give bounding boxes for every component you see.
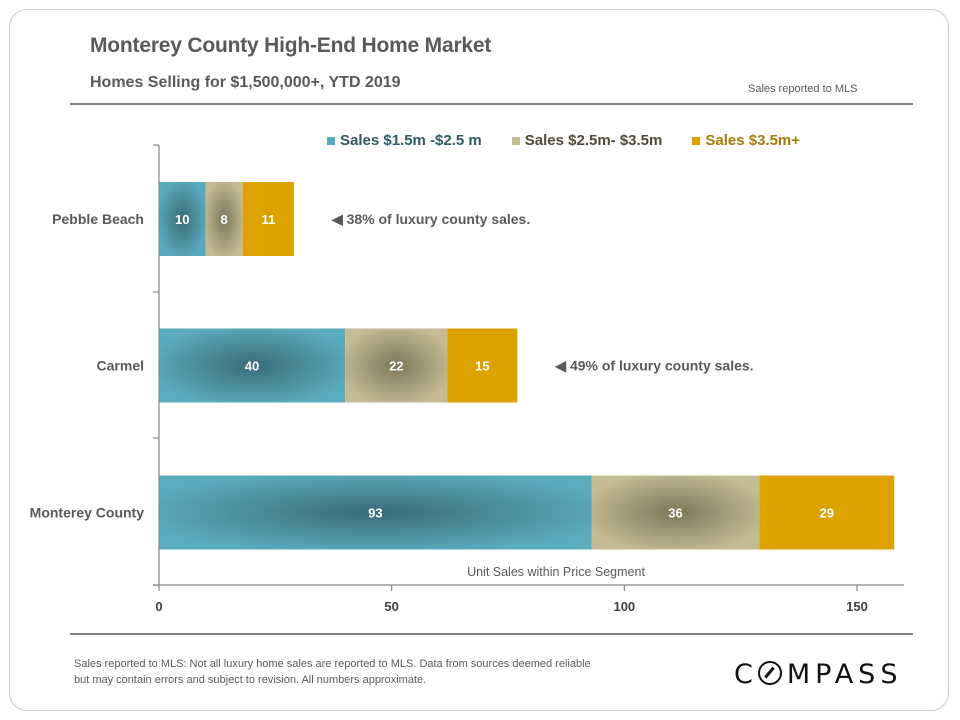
data-label-monterey-county-tier1: 93 [368, 506, 382, 521]
x-tick-label-0: 0 [155, 599, 162, 614]
legend-item-tier3: Sales $3.5m+ [692, 132, 800, 149]
chart-title: Monterey County High-End Home Market [90, 34, 492, 57]
annotation-pebble-beach: ◀ 38% of luxury county sales. [331, 211, 530, 227]
bar-monterey-county-tier2 [591, 475, 760, 550]
data-label-pebble-beach-tier3: 11 [261, 212, 275, 227]
category-label-pebble-beach: Pebble Beach [52, 211, 144, 227]
bar-pebble-beach-tier2 [205, 182, 243, 256]
annotation-carmel: ◀ 49% of luxury county sales. [554, 358, 753, 374]
bar-carmel-tier1 [159, 328, 346, 403]
bar-pebble-beach-tier1 [159, 182, 206, 256]
logo-letter-c: C [734, 659, 758, 690]
x-tick-label-150: 150 [846, 599, 868, 614]
footnote: Sales reported to MLS: Not all luxury ho… [74, 658, 591, 686]
bar-carmel-tier3 [447, 328, 518, 403]
bar-monterey-county-tier3 [759, 475, 895, 550]
header-divider [70, 103, 913, 105]
category-label-carmel: Carmel [97, 358, 144, 374]
legend-swatch-tier1 [327, 136, 335, 145]
x-tick-label-50: 50 [384, 599, 398, 614]
x-axis-label: Unit Sales within Price Segment [467, 565, 645, 579]
chart-subtitle: Homes Selling for $1,500,000+, YTD 2019 [90, 74, 401, 91]
bars-group [159, 182, 895, 550]
legend-item-tier2: Sales $2.5m- $3.5m [511, 132, 663, 149]
bar-pebble-beach-tier3 [242, 182, 294, 256]
data-label-monterey-county-tier3: 29 [820, 506, 834, 521]
axes-group [153, 144, 904, 591]
data-label-monterey-county-tier2: 36 [668, 506, 682, 521]
logo-letters-rest: MPASS [786, 659, 903, 690]
legend-swatch-tier3 [692, 136, 701, 145]
data-label-carmel-tier1: 40 [245, 359, 259, 374]
data-label-pebble-beach-tier2: 8 [221, 212, 228, 227]
source-note: Sales reported to MLS [748, 83, 858, 95]
labels-group: 10 8 11 Pebble Beach ◀ 38% of luxury county … [30, 211, 868, 614]
compass-o-icon [757, 661, 782, 685]
data-label-pebble-beach-tier1: 10 [175, 212, 189, 227]
legend-label-tier3: Sales $3.5m+ [705, 132, 801, 149]
legend: Sales $1.5m -$2.5 m Sales $2.5m- $3.5m S… [327, 132, 830, 149]
data-label-carmel-tier2: 22 [389, 359, 403, 374]
x-tick-label-100: 100 [613, 599, 635, 614]
legend-label-tier2: Sales $2.5m- $3.5m [524, 132, 663, 149]
footer-divider [70, 633, 913, 635]
legend-item-tier1: Sales $1.5m -$2.5 m [327, 132, 482, 149]
slide-frame [9, 9, 949, 711]
compass-logo: C MPASS [734, 659, 902, 690]
legend-label-tier1: Sales $1.5m -$2.5 m [340, 132, 482, 149]
data-label-carmel-tier3: 15 [475, 359, 489, 374]
bar-monterey-county-tier1 [159, 475, 592, 550]
bar-carmel-tier2 [345, 328, 448, 403]
category-label-monterey-county: Monterey County [30, 505, 145, 521]
legend-swatch-tier2 [511, 136, 520, 145]
